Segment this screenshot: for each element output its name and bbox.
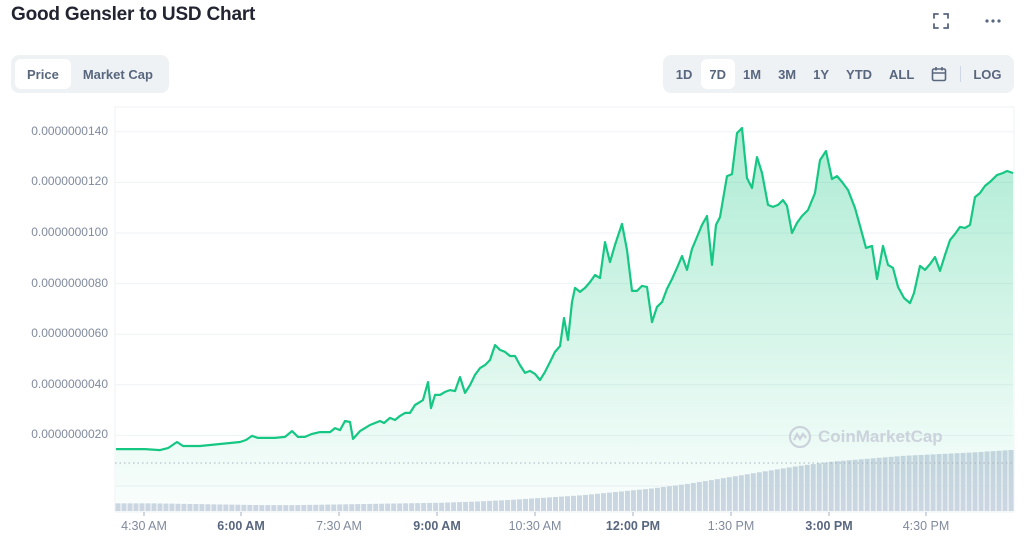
coinmarketcap-logo-icon — [788, 425, 812, 449]
y-tick-label: 0.0000000080 — [31, 275, 108, 290]
x-tick-label: 1:30 PM — [707, 519, 755, 533]
watermark-text: CoinMarketCap — [818, 427, 943, 446]
y-tick-label: 0.0000000120 — [31, 174, 108, 189]
range-7d[interactable]: 7D — [700, 59, 735, 89]
x-tick-label: 4:30 PM — [902, 519, 950, 533]
range-1y[interactable]: 1Y — [813, 66, 830, 82]
x-tick-label: 7:30 AM — [316, 519, 362, 533]
fullscreen-icon[interactable] — [930, 10, 952, 32]
x-tick-label: 12:00 PM — [605, 519, 661, 533]
y-tick-label: 0.0000000100 — [31, 225, 108, 239]
x-tick-label: 4:30 AM — [121, 519, 167, 533]
tab-price[interactable]: Price — [15, 59, 71, 89]
range-3m[interactable]: 3M — [778, 66, 797, 82]
range-ytd[interactable]: YTD — [846, 66, 873, 82]
calendar-icon — [932, 67, 947, 82]
toolbar-divider — [959, 66, 961, 82]
y-tick-label: 0.0000000060 — [31, 326, 108, 341]
x-tick-label: 10:30 AM — [508, 519, 562, 533]
range-all[interactable]: ALL — [889, 66, 915, 82]
y-tick-label: 0.0000000040 — [31, 376, 108, 391]
y-tick-label: 0.0000000140 — [31, 123, 108, 138]
y-tick-label: 0.0000000020 — [31, 427, 108, 442]
tab-market-cap[interactable]: Market Cap — [82, 66, 153, 82]
top-actions — [930, 10, 1004, 32]
more-options-icon[interactable] — [982, 10, 1004, 32]
x-tick-label: 3:00 PM — [805, 519, 853, 533]
coinmarketcap-watermark: CoinMarketCap — [788, 425, 943, 449]
range-toggle: 1D 7D 1M 3M 1Y YTD ALL LOG — [663, 55, 1014, 93]
calendar-button[interactable] — [923, 59, 956, 89]
x-tick-label: 9:00 AM — [413, 519, 461, 533]
range-1m[interactable]: 1M — [743, 66, 762, 82]
log-scale-button[interactable]: LOG — [973, 66, 1002, 82]
range-1d[interactable]: 1D — [675, 66, 693, 82]
chart-title: Good Gensler to USD Chart — [11, 4, 256, 25]
x-tick-label: 6:00 AM — [217, 519, 265, 533]
metric-toggle: Price Market Cap — [11, 55, 169, 93]
